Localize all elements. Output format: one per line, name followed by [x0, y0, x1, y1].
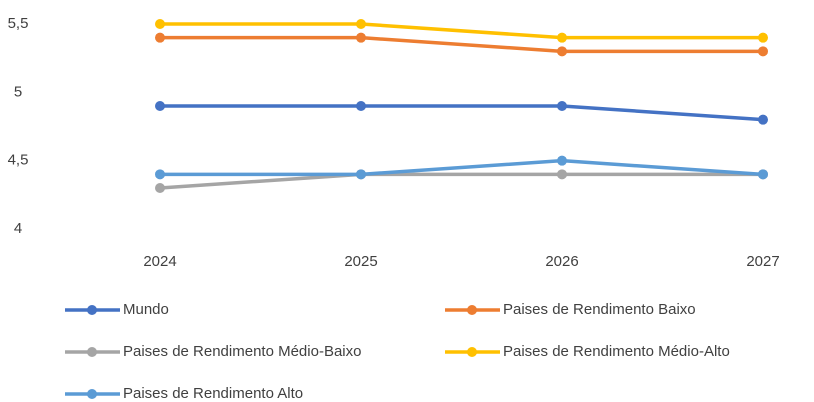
series-line [160, 158, 764, 177]
series-line [160, 22, 763, 40]
point [155, 19, 165, 29]
point [155, 32, 165, 43]
legend-marker [467, 305, 477, 315]
point [557, 46, 567, 57]
x-tick-label: 2025 [344, 253, 377, 270]
series-line [160, 104, 764, 122]
x-tick-label: 2027 [746, 253, 779, 270]
y-tick-label: 5 [14, 83, 22, 100]
point [155, 101, 165, 111]
point [356, 32, 366, 43]
point [557, 32, 567, 43]
point [758, 169, 768, 180]
legend-label: Paises de Rendimento Médio-Baixo [123, 343, 361, 360]
point [356, 169, 366, 180]
legend-label: Paises de Rendimento Alto [123, 385, 303, 402]
x-tick-label: 2026 [545, 253, 578, 270]
legend-label: Paises de Rendimento Baixo [503, 301, 696, 318]
series-line [160, 35, 763, 54]
series-line [159, 172, 763, 190]
y-tick-label: 4,5 [8, 152, 29, 169]
point [557, 101, 567, 111]
point [356, 19, 366, 29]
point [557, 169, 567, 180]
legend-marker [87, 389, 97, 399]
point [758, 46, 768, 57]
legend-label: Paises de Rendimento Médio-Alto [503, 343, 730, 360]
point [356, 101, 366, 111]
y-tick-label: 4 [14, 220, 22, 237]
legend-marker [467, 347, 477, 357]
legend-marker [87, 347, 97, 357]
legend-marker [87, 305, 97, 315]
x-tick-label: 2024 [143, 253, 176, 270]
point [155, 183, 165, 193]
point [758, 114, 768, 125]
point [758, 32, 768, 43]
y-tick-label: 5,5 [8, 15, 29, 32]
legend-label: Mundo [123, 301, 169, 318]
point [557, 155, 567, 166]
point [155, 169, 165, 180]
